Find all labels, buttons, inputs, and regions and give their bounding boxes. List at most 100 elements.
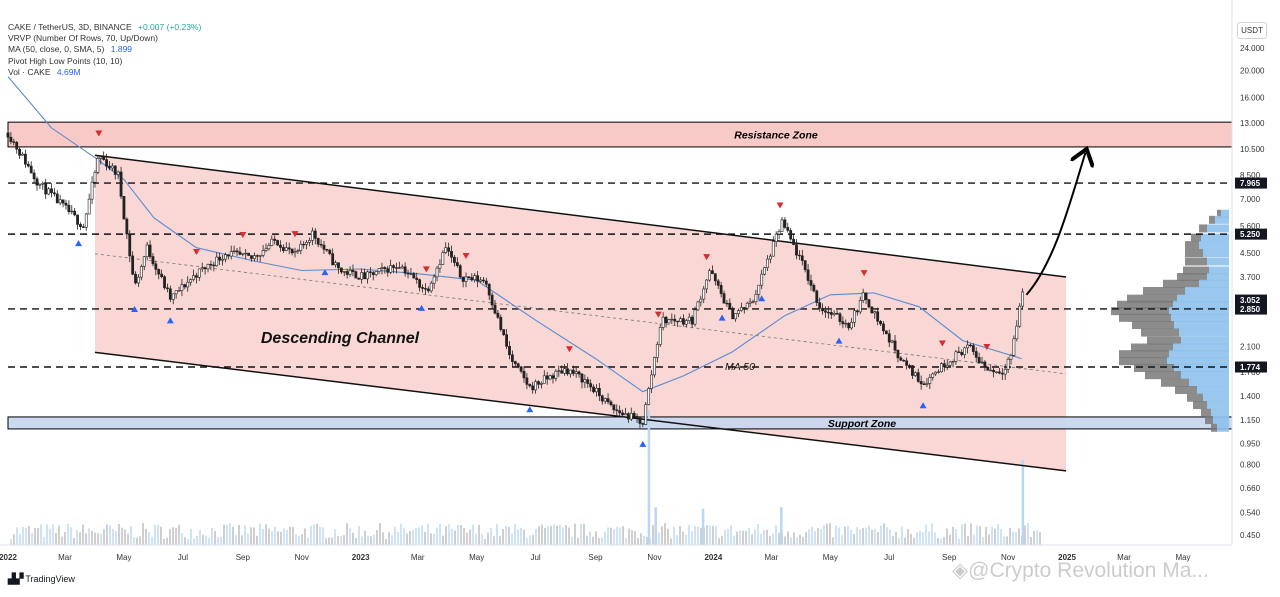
- volume-bar: [235, 535, 237, 545]
- volume-bar: [124, 529, 126, 545]
- indicator-row[interactable]: MA (50, close, 0, SMA, 5) 1.899: [8, 44, 201, 55]
- channel-lower-line[interactable]: [94, 351, 1067, 472]
- volume-bar: [271, 531, 273, 545]
- volume-bar: [586, 535, 588, 545]
- vrvp-row-up: [1181, 336, 1229, 345]
- price-label-box[interactable]: [1235, 177, 1267, 189]
- volume-bar: [730, 525, 732, 545]
- candle-body: [290, 248, 294, 254]
- vrvp-row-down: [1177, 272, 1207, 281]
- brand-name: TradingView: [25, 574, 75, 584]
- tradingview-brand[interactable]: ▟▞ TradingView: [8, 574, 75, 585]
- candle-body: [131, 255, 135, 275]
- volume-bar: [1030, 536, 1032, 545]
- volume-bar: [697, 526, 699, 545]
- pivot-high-marker[interactable]: [703, 254, 711, 261]
- volume-bar: [442, 535, 444, 545]
- pivot-low-marker[interactable]: [835, 337, 843, 344]
- candle-body: [600, 395, 604, 402]
- candle-body: [238, 251, 242, 255]
- indicator-row[interactable]: Pivot High Low Points (10, 10): [8, 56, 201, 67]
- pivot-high-marker[interactable]: [776, 202, 784, 209]
- tradingview-logo-icon: ▟▞: [8, 574, 24, 585]
- pivot-high-marker[interactable]: [860, 270, 868, 277]
- volume-bar: [370, 536, 372, 545]
- volume-bar: [760, 533, 762, 545]
- candle-body: [995, 371, 998, 373]
- pivot-high-marker[interactable]: [239, 231, 247, 238]
- pivot-low-marker[interactable]: [758, 295, 766, 302]
- pivot-high-marker[interactable]: [565, 346, 573, 353]
- volume-bar: [988, 534, 990, 545]
- pivot-high-marker[interactable]: [938, 340, 946, 347]
- pivot-high-marker[interactable]: [95, 130, 103, 137]
- pivot-low-marker[interactable]: [321, 269, 329, 276]
- volume-bar: [502, 528, 504, 545]
- candle-body: [969, 344, 972, 347]
- volume-bar: [265, 524, 267, 545]
- currency-button[interactable]: USDT: [1237, 22, 1267, 39]
- volume-bar: [565, 525, 567, 545]
- projection-arrow[interactable]: [1025, 153, 1085, 296]
- volume-bar: [475, 533, 477, 545]
- volume-bar: [772, 533, 774, 545]
- support-zone[interactable]: [7, 416, 1232, 430]
- indicator-row[interactable]: VRVP (Number Of Rows, 70, Up/Down): [8, 33, 201, 44]
- vrvp-row-up: [1209, 266, 1229, 275]
- indicator-row[interactable]: Vol · CAKE 4.69M: [8, 67, 201, 78]
- price-tick-label: 0.540: [1240, 509, 1261, 518]
- indicator-label: MA (50, close, 0, SMA, 5): [8, 44, 105, 55]
- candle-body: [542, 375, 546, 384]
- time-tick-label: 2023: [352, 553, 370, 562]
- pivot-low-marker[interactable]: [75, 240, 83, 247]
- channel-upper-line[interactable]: [94, 154, 1067, 278]
- candle-body: [279, 244, 282, 248]
- pivot-high-marker[interactable]: [462, 252, 470, 259]
- legend-symbol-row[interactable]: CAKE / TetherUS, 3D, BINANCE +0.007 (+0.…: [8, 22, 201, 33]
- moving-average-line[interactable]: [7, 76, 1022, 393]
- volume-bar: [985, 527, 987, 545]
- candle-body: [687, 316, 691, 321]
- candle-body: [948, 361, 952, 366]
- price-label-box[interactable]: [1235, 228, 1267, 240]
- volume-bar: [712, 525, 714, 545]
- pivot-low-marker[interactable]: [639, 440, 647, 447]
- pivot-low-marker[interactable]: [418, 304, 426, 311]
- candle-body: [989, 369, 993, 372]
- candle-body: [647, 388, 651, 405]
- volume-bar: [1018, 528, 1020, 545]
- candle-body: [84, 213, 88, 228]
- volume-bar: [799, 534, 801, 545]
- pivot-low-marker[interactable]: [131, 306, 139, 313]
- pivot-low-marker[interactable]: [718, 314, 726, 321]
- price-label-box[interactable]: [1235, 303, 1267, 315]
- pivot-high-marker[interactable]: [983, 344, 991, 351]
- volume-bar: [643, 535, 645, 545]
- candle-body: [855, 310, 859, 313]
- resistance-zone[interactable]: [7, 121, 1232, 148]
- pivot-high-marker[interactable]: [422, 266, 430, 273]
- pivot-low-marker[interactable]: [919, 402, 927, 409]
- pivot-low-marker[interactable]: [166, 317, 174, 324]
- candle-body: [795, 244, 798, 256]
- vrvp-row-down: [1217, 209, 1221, 218]
- volume-bar: [817, 528, 819, 545]
- candle-body: [163, 276, 166, 289]
- volume-bar: [178, 524, 180, 545]
- channel-mid-line: [94, 253, 1067, 375]
- pivot-high-marker[interactable]: [291, 231, 299, 238]
- candle-body: [47, 188, 50, 195]
- price-label-box[interactable]: [1235, 361, 1267, 373]
- volume-bar: [520, 527, 522, 545]
- volume-bar: [397, 532, 399, 545]
- pivot-high-marker[interactable]: [654, 311, 662, 318]
- candle-body: [676, 320, 680, 323]
- pivot-low-marker[interactable]: [526, 406, 534, 413]
- volume-bar: [436, 527, 438, 545]
- candle-body: [913, 372, 917, 376]
- candle-body: [455, 262, 459, 266]
- pivot-high-marker[interactable]: [192, 249, 200, 256]
- candle-body: [18, 148, 21, 156]
- candle-body: [392, 265, 395, 268]
